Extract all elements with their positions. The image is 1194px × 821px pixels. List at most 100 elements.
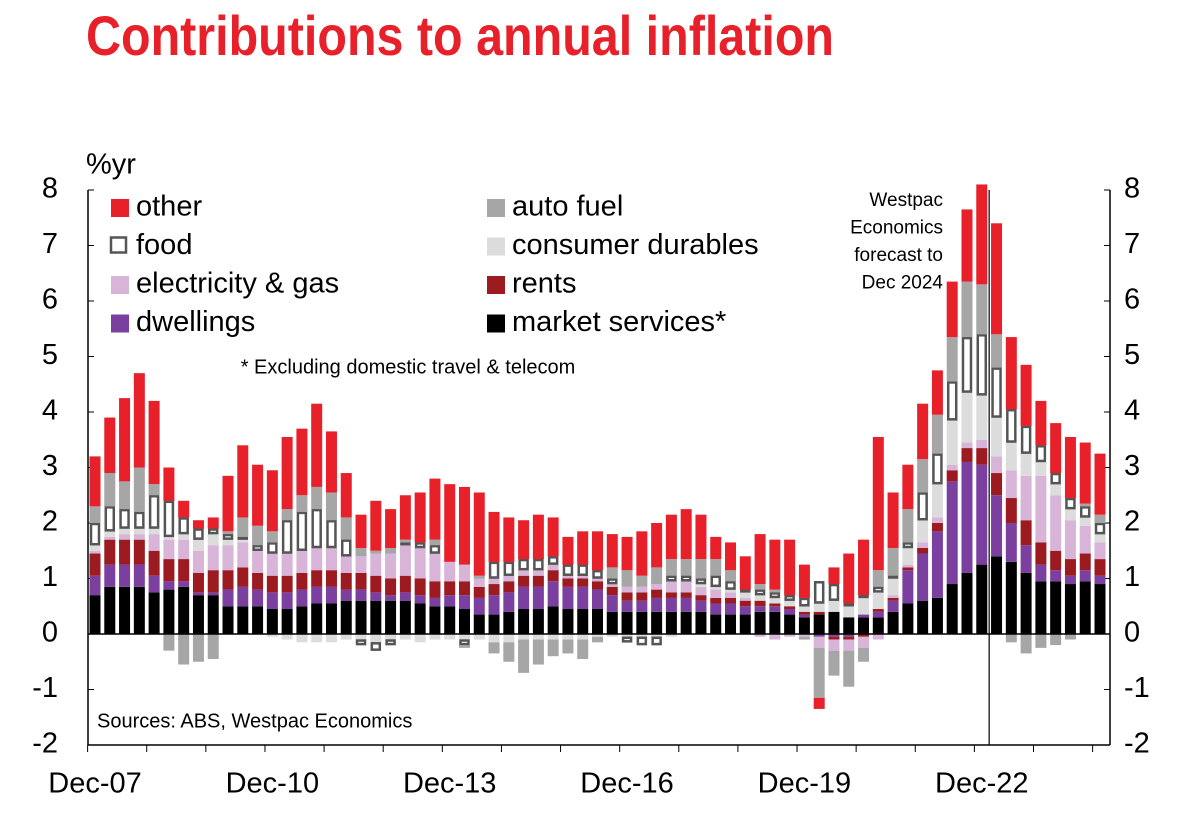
bar-segment bbox=[488, 511, 500, 562]
bar-segment bbox=[281, 609, 293, 634]
bar-segment bbox=[119, 564, 131, 587]
bar-segment bbox=[562, 564, 574, 576]
bar-segment bbox=[931, 484, 943, 518]
bar-segment bbox=[370, 634, 382, 643]
bar-segment bbox=[414, 603, 426, 634]
bar-segment bbox=[931, 531, 943, 598]
bar-segment bbox=[636, 586, 648, 593]
bar-segment bbox=[399, 495, 411, 540]
bar-segment bbox=[769, 603, 781, 607]
bar-segment bbox=[340, 572, 352, 590]
bar-segment bbox=[680, 509, 692, 560]
bar-segment bbox=[503, 634, 515, 643]
bar-segment bbox=[887, 611, 899, 634]
legend-swatch bbox=[487, 199, 505, 217]
bar-segment bbox=[1020, 453, 1032, 476]
bar-segment bbox=[636, 575, 648, 587]
bar-segment bbox=[961, 572, 973, 634]
bar-segment bbox=[547, 606, 559, 634]
bar-segment bbox=[1006, 408, 1017, 443]
bar-segment bbox=[1005, 442, 1017, 471]
bar-segment bbox=[296, 511, 308, 552]
bar-segment bbox=[89, 575, 101, 596]
bar-segment bbox=[695, 600, 707, 612]
bar-segment bbox=[961, 448, 973, 462]
bar-segment bbox=[518, 634, 530, 640]
bar-segment bbox=[503, 611, 515, 634]
bar-segment bbox=[592, 531, 603, 571]
bar-segment bbox=[119, 534, 131, 540]
bar-segment bbox=[843, 606, 855, 618]
bar-segment bbox=[577, 586, 589, 610]
bar-segment bbox=[532, 609, 544, 634]
bar-segment bbox=[192, 572, 204, 593]
bar-segment bbox=[1079, 581, 1091, 634]
bar-segment bbox=[311, 486, 323, 510]
bar-segment bbox=[192, 595, 204, 634]
bar-segment bbox=[178, 534, 190, 540]
bar-segment bbox=[606, 534, 618, 568]
bar-segment bbox=[119, 481, 131, 510]
bar-segment bbox=[444, 484, 456, 562]
bar-segment bbox=[518, 609, 530, 634]
bar-segment bbox=[872, 592, 884, 610]
bar-segment bbox=[665, 592, 677, 598]
y2-tick-label: 0 bbox=[1124, 617, 1140, 649]
y2-tick-label: 5 bbox=[1124, 339, 1140, 371]
bar-segment bbox=[266, 531, 278, 543]
bar-segment bbox=[104, 586, 116, 634]
bar-segment bbox=[355, 589, 367, 601]
bar-segment bbox=[917, 600, 929, 634]
bar-segment bbox=[976, 334, 988, 396]
bar-segment bbox=[104, 539, 116, 565]
bar-segment bbox=[193, 528, 204, 540]
bar-segment bbox=[266, 634, 278, 637]
bar-segment bbox=[872, 611, 884, 618]
bar-segment bbox=[858, 597, 870, 615]
bar-segment bbox=[843, 634, 855, 637]
bar-segment bbox=[636, 636, 648, 646]
bar-segment bbox=[665, 634, 677, 637]
bar-segment bbox=[1020, 634, 1032, 654]
bar-segment bbox=[917, 492, 928, 521]
bar-segment bbox=[133, 534, 145, 540]
bar-segment bbox=[399, 634, 411, 640]
bar-segment bbox=[754, 606, 766, 612]
bar-segment bbox=[281, 436, 293, 510]
bar-segment bbox=[710, 586, 722, 590]
bar-segment bbox=[577, 609, 589, 634]
bar-segment bbox=[1094, 453, 1106, 515]
bar-segment bbox=[710, 614, 722, 634]
bar-segment bbox=[385, 595, 397, 601]
bar-segment bbox=[828, 650, 840, 676]
bar-segment bbox=[665, 559, 677, 576]
bar-segment bbox=[754, 634, 766, 637]
bar-segment bbox=[148, 495, 160, 529]
bar-segment bbox=[237, 539, 249, 543]
bar-segment bbox=[266, 553, 278, 576]
bar-segment bbox=[976, 564, 988, 634]
bar-segment bbox=[680, 597, 692, 612]
bar-segment bbox=[1020, 475, 1032, 521]
bar-segment bbox=[237, 606, 249, 634]
bar-segment bbox=[1064, 509, 1076, 521]
bar-segment bbox=[532, 514, 544, 560]
bar-segment bbox=[266, 592, 278, 610]
bar-segment bbox=[488, 584, 500, 596]
bar-segment bbox=[252, 544, 263, 552]
bar-segment bbox=[385, 634, 397, 640]
x-tick-label: Dec-13 bbox=[403, 768, 497, 800]
bar-segment bbox=[532, 575, 544, 587]
bar-segment bbox=[266, 470, 278, 532]
bar-segment bbox=[665, 514, 677, 560]
bar-segment bbox=[828, 639, 840, 651]
bar-segment bbox=[148, 528, 160, 535]
bar-segment bbox=[858, 636, 870, 648]
bar-segment bbox=[606, 595, 618, 612]
bar-segment bbox=[399, 575, 411, 593]
bar-segment bbox=[725, 570, 737, 582]
bar-segment bbox=[577, 578, 589, 587]
bar-segment bbox=[311, 403, 323, 487]
forecast-annotation: forecast to bbox=[854, 245, 943, 266]
